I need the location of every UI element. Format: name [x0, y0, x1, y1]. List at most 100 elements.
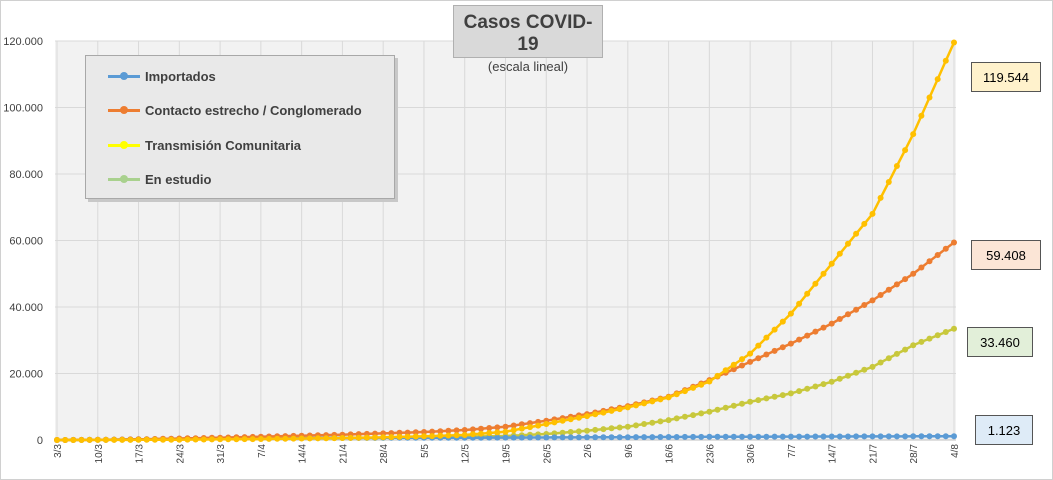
series-importados-point — [853, 433, 860, 440]
series-importados-point — [755, 433, 762, 440]
series-estudio-point — [584, 427, 590, 434]
series-importados-point — [812, 433, 819, 440]
series-transmision-point — [527, 424, 533, 431]
series-contacto-point — [787, 340, 794, 347]
y-tick-label: 120.000 — [3, 36, 43, 48]
series-estudio-point — [951, 325, 957, 332]
series-importados-point — [771, 433, 778, 440]
series-transmision-point — [739, 356, 745, 363]
x-tick-label: 24/3 — [175, 444, 186, 464]
series-transmision-point — [730, 361, 737, 368]
series-transmision-point — [559, 417, 566, 424]
series-contacto-point — [893, 281, 900, 288]
series-importados-point — [608, 434, 615, 441]
y-tick-label: 20.000 — [9, 369, 43, 381]
series-contacto-point — [412, 429, 419, 436]
series-contacto-point — [877, 292, 884, 298]
series-estudio-point — [714, 406, 721, 413]
callout-importados: 1.123 — [975, 415, 1033, 445]
series-transmision-point — [257, 436, 264, 442]
series-contacto-point — [494, 424, 501, 431]
x-tick-label: 26/5 — [542, 444, 553, 464]
series-importados-point — [551, 434, 558, 441]
series-transmision-point — [437, 432, 444, 439]
series-transmision-point — [690, 384, 697, 391]
series-transmision-point — [787, 310, 794, 317]
series-transmision-point — [942, 57, 949, 64]
series-transmision — [54, 39, 957, 443]
x-tick-label: 3/3 — [53, 444, 64, 458]
series-importados-point — [502, 434, 509, 441]
series-transmision-point — [518, 425, 525, 432]
legend-swatch-estudio — [108, 169, 140, 189]
series-transmision-point — [624, 404, 631, 411]
series-estudio-point — [836, 375, 843, 382]
series-estudio-point — [649, 419, 656, 426]
series-transmision-point — [102, 436, 109, 443]
series-estudio-point — [804, 385, 811, 392]
series-estudio-point — [575, 428, 582, 435]
series-transmision-point — [290, 435, 297, 442]
series-transmision-point — [127, 436, 134, 443]
series-transmision-point — [657, 396, 664, 403]
series-estudio-point — [616, 424, 623, 431]
series-transmision-point — [673, 391, 680, 398]
series-importados-point — [893, 433, 900, 440]
x-tick-label: 16/6 — [665, 444, 676, 464]
series-transmision-point — [380, 434, 387, 441]
series-estudio-point — [755, 397, 762, 404]
x-tick-label: 19/5 — [502, 444, 513, 464]
series-transmision-point — [314, 435, 321, 442]
series-transmision-point — [421, 433, 427, 440]
series-estudio-point — [739, 400, 745, 407]
x-tick-label: 31/3 — [216, 444, 227, 464]
legend-label-transmision: Transmisión Comunitaria — [145, 137, 302, 153]
series-transmision-point — [951, 39, 957, 46]
series-estudio-point — [747, 398, 754, 405]
series-importados-point — [633, 434, 639, 441]
x-tick-label: 14/4 — [298, 444, 309, 464]
legend-label-estudio: En estudio — [145, 171, 212, 187]
series-importados-point — [902, 433, 909, 440]
series-transmision-point — [510, 427, 517, 434]
x-tick-label: 2/6 — [583, 444, 594, 458]
series-importados-point — [918, 433, 925, 440]
series-transmision-point — [143, 436, 150, 443]
series-contacto-point — [804, 332, 811, 339]
x-tick-label: 4/8 — [950, 444, 961, 458]
legend-item-transmision: Transmisión Comunitaria — [108, 135, 301, 155]
series-contacto-point — [861, 302, 868, 308]
legend-item-importados: Importados — [108, 66, 216, 86]
series-estudio-point — [845, 372, 851, 379]
series-contacto-point — [942, 245, 949, 252]
series-estudio-point — [706, 408, 713, 415]
series-transmision-point — [355, 434, 362, 441]
series-estudio-point — [690, 412, 697, 419]
series-importados-point — [787, 433, 794, 440]
series-transmision-point — [372, 434, 378, 441]
series-importados-point — [877, 433, 884, 440]
series-transmision-point — [486, 430, 493, 436]
series-transmision-point — [812, 280, 819, 287]
chart-legend: Importados Contacto estrecho / Conglomer… — [85, 55, 395, 199]
series-importados-point — [665, 434, 672, 440]
series-importados-point — [796, 433, 803, 440]
series-contacto-point — [902, 276, 909, 283]
legend-swatch-importados — [108, 66, 140, 86]
series-transmision-point — [592, 411, 599, 418]
series-estudio-point — [902, 346, 909, 353]
series-transmision-point — [200, 436, 207, 443]
legend-label-contacto: Contacto estrecho / Conglomerado — [145, 102, 362, 118]
series-transmision-point — [902, 147, 909, 154]
series-contacto-point — [853, 306, 860, 313]
series-transmision-point — [796, 300, 803, 307]
series-transmision-point — [233, 436, 240, 443]
series-importados-point — [934, 433, 941, 440]
series-transmision-point — [502, 428, 509, 435]
series-estudio-point — [763, 395, 770, 402]
series-contacto-point — [755, 355, 762, 362]
series-transmision-point — [323, 435, 330, 442]
series-estudio-point — [926, 335, 933, 342]
series-transmision-point — [94, 436, 101, 443]
series-transmision-point — [877, 194, 884, 201]
